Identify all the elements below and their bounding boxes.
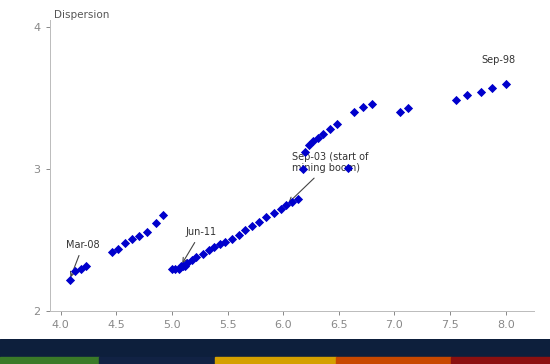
Point	[248, 223, 256, 229]
Bar	[214, 357, 336, 364]
Point	[76, 266, 85, 272]
Point	[332, 121, 341, 127]
Text: Sep-98: Sep-98	[481, 55, 515, 66]
Point	[114, 246, 123, 252]
Text: Sep-03 (start of
mining boom): Sep-03 (start of mining boom)	[289, 152, 368, 202]
Point	[350, 110, 359, 115]
Point	[179, 263, 188, 269]
Point	[241, 228, 250, 233]
Point	[143, 229, 152, 234]
Point	[314, 135, 322, 141]
Point	[368, 101, 377, 107]
Point	[121, 240, 130, 246]
Point	[254, 219, 263, 225]
Point	[188, 257, 196, 263]
Point	[463, 92, 471, 98]
Point	[309, 138, 317, 144]
Point	[210, 244, 218, 250]
Point	[221, 239, 230, 245]
Point	[488, 85, 497, 91]
Point	[82, 263, 91, 269]
Point	[174, 266, 183, 272]
Point	[228, 236, 236, 242]
Point	[282, 202, 291, 207]
Point	[204, 247, 213, 253]
Point	[183, 260, 192, 266]
Bar	[451, 357, 550, 364]
Point	[134, 233, 143, 239]
Text: Mar-08: Mar-08	[66, 240, 100, 276]
Point	[395, 110, 404, 115]
Text: Average unemployment  rate: Average unemployment rate	[381, 343, 534, 353]
Point	[128, 236, 136, 242]
Point	[158, 212, 167, 218]
Text: Jun-11: Jun-11	[183, 228, 216, 262]
Point	[152, 220, 161, 226]
Point	[216, 242, 224, 248]
Point	[277, 206, 285, 212]
Point	[171, 266, 180, 272]
Point	[288, 199, 296, 205]
Point	[326, 126, 334, 132]
Point	[343, 165, 352, 171]
Point	[301, 149, 310, 155]
Point	[403, 105, 412, 111]
Point	[299, 166, 307, 172]
Point	[107, 249, 116, 254]
Point	[270, 210, 279, 216]
Point	[477, 90, 486, 95]
Point	[181, 263, 190, 269]
Point	[177, 263, 185, 269]
Text: Dispersion: Dispersion	[54, 10, 109, 20]
Point	[451, 97, 460, 103]
Point	[262, 214, 271, 220]
Bar	[0, 339, 550, 357]
Point	[192, 254, 201, 260]
Point	[168, 266, 177, 272]
Point	[359, 104, 367, 110]
Point	[304, 142, 313, 148]
Point	[71, 269, 80, 274]
Bar	[99, 357, 214, 364]
Point	[234, 232, 243, 237]
Point	[199, 252, 207, 257]
Bar	[336, 357, 451, 364]
Bar	[0, 357, 99, 364]
Point	[501, 81, 510, 87]
Point	[65, 277, 74, 283]
Point	[319, 131, 328, 136]
Point	[293, 196, 302, 202]
